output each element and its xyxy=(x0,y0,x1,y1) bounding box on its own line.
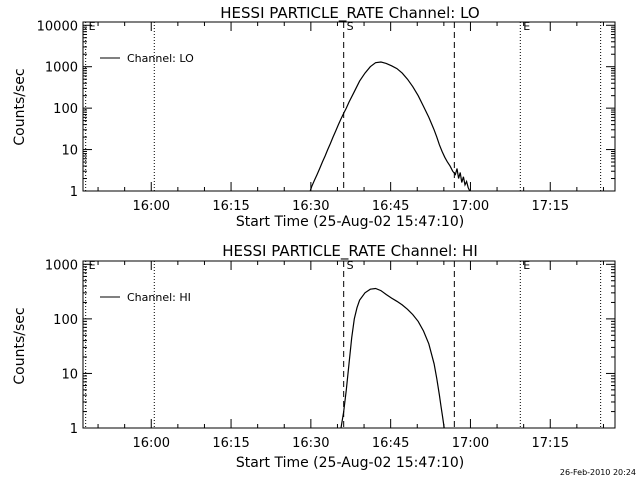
y-tick-label-hi: 1 xyxy=(70,422,78,437)
chart-title-lo: HESSI PARTICLE_RATE Channel: LO xyxy=(220,4,479,23)
series-line-lo xyxy=(309,61,471,192)
legend-label-hi: Channel: HI xyxy=(127,291,191,304)
y-axis-label-lo: Counts/sec xyxy=(12,68,28,145)
x-tick-label-hi: 16:30 xyxy=(292,436,329,451)
x-tick-label-lo: 16:30 xyxy=(292,199,329,214)
plot-frame-lo xyxy=(82,21,616,192)
x-tick-label-hi: 17:15 xyxy=(532,436,569,451)
x-tick-label-lo: 17:15 xyxy=(532,199,569,214)
plot-frame-hi xyxy=(82,260,616,429)
series-layer-lo xyxy=(309,61,471,192)
x-tick-label-hi: 17:00 xyxy=(452,436,489,451)
series-line-hi xyxy=(340,287,445,429)
y-tick-label-lo: 10000 xyxy=(37,19,78,34)
x-tick-label-lo: 17:00 xyxy=(452,199,489,214)
plot-timestamp: 26-Feb-2010 20:24 xyxy=(560,468,636,477)
y-tick-label-lo: 1000 xyxy=(45,61,78,76)
chart-title-hi: HESSI PARTICLE_RATE Channel: HI xyxy=(222,242,478,261)
event-marker-label-lo: S xyxy=(347,20,354,33)
plot-area-lo xyxy=(82,21,616,192)
x-axis-label-lo: Start Time (25-Aug-02 15:47:10) xyxy=(236,214,464,230)
y-tick-label-lo: 1 xyxy=(70,185,78,200)
event-marker-label-lo: E xyxy=(89,20,96,33)
event-marker-label-lo: E xyxy=(523,20,530,33)
x-tick-label-lo: 16:00 xyxy=(133,199,170,214)
legend-hi: Channel: HI xyxy=(100,291,191,304)
event-marker-label-hi: E xyxy=(523,259,530,272)
event-marker-label-hi: E xyxy=(89,259,96,272)
x-tick-label-lo: 16:15 xyxy=(212,199,249,214)
x-tick-label-hi: 16:15 xyxy=(212,436,249,451)
y-tick-label-lo: 10 xyxy=(61,144,78,159)
x-axis-ticks-hi: 16:00 16:15 16:30 16:45 17:00 17:15 xyxy=(97,261,604,451)
y-axis-ticks-lo: 1 10 100 1000 10000 xyxy=(37,19,615,200)
y-tick-label-lo: 100 xyxy=(53,102,78,117)
x-tick-label-hi: 16:45 xyxy=(372,436,409,451)
legend-label-lo: Channel: LO xyxy=(127,52,194,65)
x-tick-label-lo: 16:45 xyxy=(372,199,409,214)
series-layer-hi xyxy=(340,287,445,429)
y-axis-ticks-hi: 1 10 100 1000 xyxy=(45,258,615,437)
y-axis-label-hi: Counts/sec xyxy=(12,307,28,384)
x-axis-label-hi: Start Time (25-Aug-02 15:47:10) xyxy=(236,455,464,471)
x-tick-label-hi: 16:00 xyxy=(133,436,170,451)
event-marker-label-hi: S xyxy=(347,259,354,272)
x-axis-ticks-lo: 16:00 16:15 16:30 16:45 17:00 17:15 xyxy=(97,22,604,214)
y-tick-label-hi: 1000 xyxy=(45,258,78,273)
legend-lo: Channel: LO xyxy=(100,52,194,65)
y-tick-label-hi: 100 xyxy=(53,313,78,328)
plot-area-hi xyxy=(82,260,616,429)
y-tick-label-hi: 10 xyxy=(61,367,78,382)
